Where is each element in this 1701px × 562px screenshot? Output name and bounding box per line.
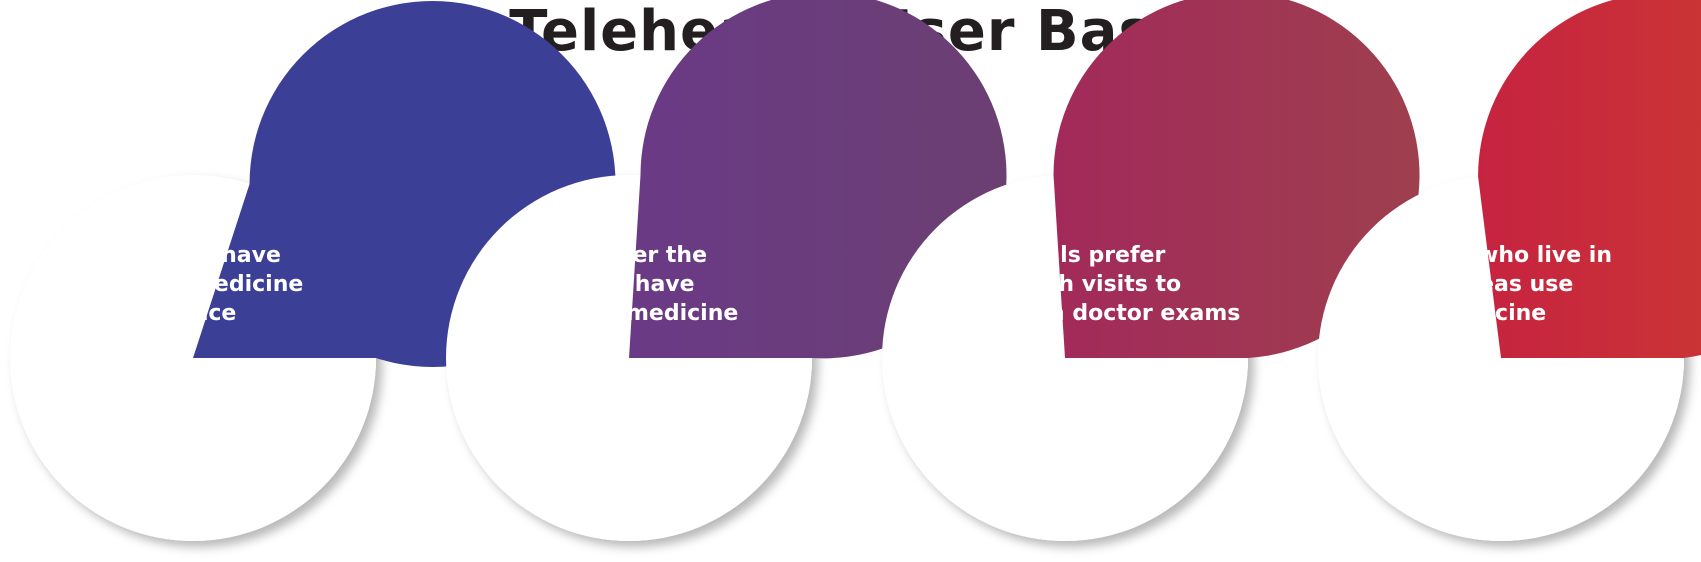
pie-description-line: People who live in: [1386, 243, 1612, 268]
pie-percentage-label: 80%: [55, 401, 198, 474]
pie-description-line: used telemedicine: [76, 272, 303, 297]
pie-description-line: Millennials prefer: [947, 243, 1165, 268]
pie-description-line: used telemedicine: [511, 301, 738, 326]
pie-value-slice: [1478, 0, 1701, 358]
pie-description-line: telemedicine: [1386, 301, 1546, 326]
pie-description-line: Consumers have: [76, 243, 281, 268]
pie-description-line: in-person doctor exams: [947, 301, 1240, 326]
pie-description-line: at least once: [76, 301, 236, 326]
pie-percentage-label: 76%: [491, 401, 634, 474]
pie-description-line: People over the: [511, 243, 707, 268]
pie-description-line: telehealth visits to: [947, 272, 1181, 297]
pie-4: People who live in rural areas use telemed…: [1318, 0, 1701, 541]
pie-value-slice: [1053, 0, 1420, 358]
pie-percentage-label: 73%: [1363, 401, 1506, 474]
pie-description-line: rural areas use: [1386, 272, 1573, 297]
pie-percentage-label: 74%: [927, 401, 1070, 474]
pie-description-line: age of 55 have: [511, 272, 695, 297]
pie-3: Millennials prefer telehealth visits to in…: [882, 0, 1420, 541]
